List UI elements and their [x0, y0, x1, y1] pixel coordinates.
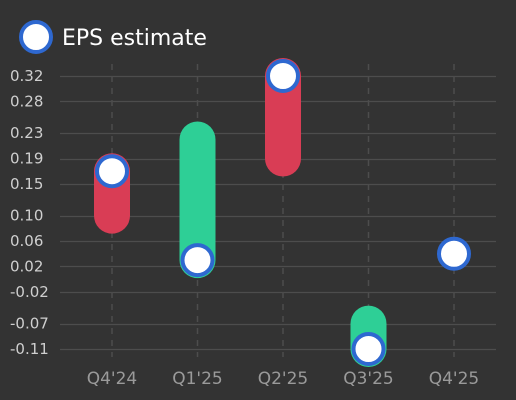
x-tick-label: Q2'25	[258, 369, 309, 389]
y-tick-label: 0.23	[10, 124, 43, 142]
legend: EPS estimate	[19, 20, 207, 54]
y-tick-label: 0.15	[10, 175, 43, 193]
x-tick-label: Q4'25	[429, 369, 480, 389]
x-axis-ticks: Q4'24 Q1'25 Q2'25 Q3'25 Q4'25	[87, 369, 480, 389]
eps-point	[95, 154, 129, 189]
markers	[95, 59, 471, 366]
y-tick-label: 0.06	[10, 232, 43, 250]
y-tick-label: 0.19	[10, 150, 43, 168]
y-tick-label: 0.10	[10, 207, 43, 225]
eps-point	[437, 236, 471, 271]
y-tick-label: 0.02	[10, 257, 43, 275]
y-tick-label: -0.07	[10, 315, 49, 333]
legend-label: EPS estimate	[62, 26, 207, 51]
eps-point	[351, 332, 386, 366]
bar	[179, 121, 216, 279]
eps-point	[266, 59, 300, 93]
y-tick-label: 0.28	[10, 92, 43, 110]
bars	[94, 58, 387, 367]
x-tick-label: Q3'25	[343, 369, 394, 389]
y-tick-label: -0.02	[10, 283, 49, 301]
x-tick-label: Q1'25	[172, 369, 223, 389]
legend-marker-icon	[19, 20, 53, 54]
y-axis-ticks: 0.32 0.28 0.23 0.19 0.15 0.10 0.06 0.02 -0.02 -0.…	[10, 67, 49, 358]
y-tick-label: -0.11	[10, 340, 49, 358]
y-tick-label: 0.32	[10, 67, 43, 85]
x-tick-label: Q4'24	[87, 369, 138, 389]
eps-point	[180, 243, 215, 278]
